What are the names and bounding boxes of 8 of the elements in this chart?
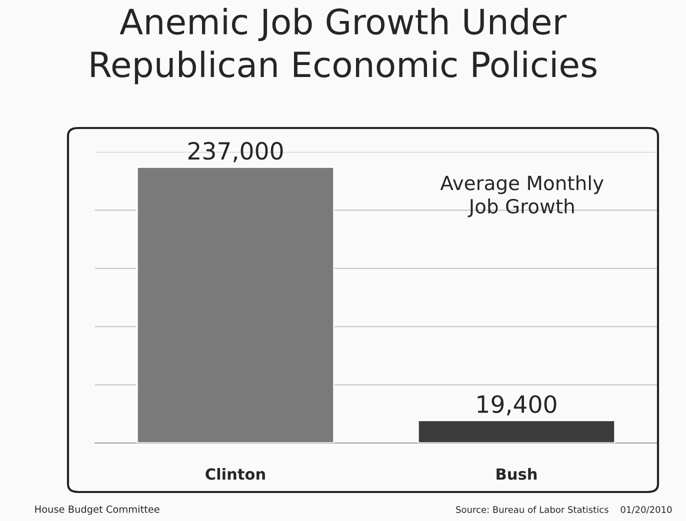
data-label: 19,400 bbox=[478, 395, 556, 416]
text: House Budget Committee bbox=[35, 505, 160, 515]
annotation: Average Monthly Job Growth bbox=[440, 175, 604, 218]
chart-title: Anemic Job Growth Under Republican Economic Policies bbox=[91, 8, 596, 84]
x-tick-label: Bush bbox=[496, 468, 537, 480]
source-note: Source: Bureau of Labor Statistics 01/20/2010 bbox=[456, 506, 672, 514]
x-tick-label: Clinton bbox=[206, 468, 265, 480]
data-label: 237,000 bbox=[188, 142, 283, 162]
